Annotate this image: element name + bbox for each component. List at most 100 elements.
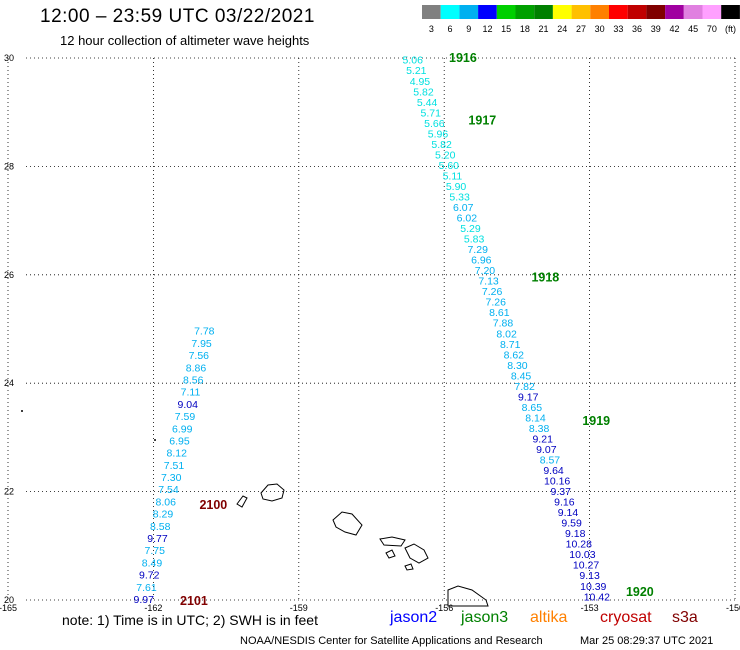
lon-tick-label: -156 [435,603,453,612]
color-scale: 3 6 9 12 15 18 21 24 27 30 33 36 39 42 45 70 (ft) [422,5,740,34]
graticule: -165 -162 -159 -156 -153 -150 20 22 24 26 28 30 [0,53,740,612]
wave-height-value: 5.44 [417,97,438,109]
wave-height-value: 9.59 [561,518,582,530]
scale-swatch [721,5,740,19]
wave-height-value: 7.26 [486,297,507,309]
wave-height-value: 7.26 [482,286,503,298]
pass-time-label: 2100 [199,498,227,512]
wave-height-value: 10.28 [566,539,592,551]
island-hawaii [447,585,489,607]
wave-height-value: 7.75 [145,545,166,557]
wave-height-value: 5.82 [431,139,452,151]
wave-height-value: 10.39 [580,581,606,593]
wave-height-value: 9.18 [565,528,586,540]
wave-height-value: 10.42 [584,591,610,603]
wave-height-value: 9.07 [536,444,557,456]
legend-cryosat: cryosat [600,609,652,626]
pass-time-label: 1920 [626,585,654,599]
wave-height-value: 9.14 [558,507,579,519]
island-maui [404,543,429,564]
scale-label: 42 [669,24,679,34]
scale-swatch [552,5,572,19]
scale-swatch [609,5,628,19]
scale-label: 30 [595,24,605,34]
wave-height-value: 7.56 [189,350,210,362]
scale-swatch [590,5,609,19]
wave-height-value: 6.95 [169,435,190,447]
hawaiian-islands [236,483,489,607]
legend-jason3: jason3 [461,609,509,626]
lat-tick-label: 22 [4,487,14,497]
units-note: note: 1) Time is in UTC; 2) SWH is in fe… [62,612,318,628]
wave-height-value: 8.86 [186,362,207,374]
scale-label: 9 [466,24,471,34]
wave-height-value: 7.11 [181,387,201,399]
wave-height-value: 7.78 [194,326,215,338]
scale-label: 39 [651,24,661,34]
wave-height-value: 9.64 [543,465,564,477]
wave-height-value: 5.21 [406,65,427,77]
scale-label: 24 [557,24,567,34]
scale-swatch [478,5,497,19]
wave-height-value: 5.06 [402,55,423,67]
wave-height-value: 7.29 [467,244,488,256]
scale-swatch [627,5,647,19]
wave-height-value: 8.06 [156,496,177,508]
wave-height-value: 8.57 [540,455,561,467]
pass-time-label: 1918 [531,271,559,285]
wave-height-value: 7.30 [161,472,182,484]
wave-height-value: 7.82 [514,381,535,393]
scale-swatch [571,5,591,19]
island-lanai [385,549,396,559]
wave-height-value: 5.66 [424,118,445,130]
lon-tick-label: -150 [726,603,740,612]
wave-height-value: 9.72 [139,570,160,582]
island-kahoolawe [404,563,414,571]
wave-height-value: 7.54 [158,484,179,496]
wave-height-value: 6.96 [471,255,492,267]
wave-height-value: 6.07 [453,202,474,214]
lat-tick-label: 20 [4,595,14,605]
wave-height-value: 8.38 [529,423,550,435]
lon-tick-label: -162 [144,603,162,612]
wave-height-value: 5.11 [443,170,463,182]
wave-height-value: 8.56 [183,374,204,386]
island-niihau [236,495,248,508]
lon-tick-label: -153 [581,603,599,612]
wave-height-value: 8.71 [500,339,521,351]
wave-height-value: 5.20 [435,149,456,161]
wave-height-value: 6.99 [172,423,193,435]
scale-swatch [459,5,479,19]
wave-height-value: 8.29 [153,509,174,521]
wave-height-value: 5.29 [460,223,481,235]
legend-jason2: jason2 [390,609,438,626]
scale-swatch [665,5,684,19]
wave-height-value: 7.88 [493,318,514,330]
wave-height-value: 8.45 [511,370,532,382]
wave-height-value: 9.97 [133,594,154,606]
lon-tick-label: -159 [290,603,308,612]
small-island-dot [154,439,156,441]
pass-time-label: 1919 [582,414,610,428]
wave-height-value: 5.71 [421,107,442,119]
wave-height-value: 5.33 [449,191,470,203]
wave-height-value: 10.03 [569,549,595,561]
chart-title: 12:00 – 23:59 UTC 03/22/2021 [40,6,315,27]
scale-label: (ft) [725,24,736,34]
scale-label: 12 [482,24,492,34]
lat-tick-label: 26 [4,270,14,280]
wave-height-value: 8.02 [496,328,517,340]
scale-label: 15 [501,24,511,34]
wave-height-value: 8.65 [522,402,543,414]
legend-altika: altika [530,609,568,626]
wave-height-value: 7.61 [136,582,157,594]
island-kauai [260,483,285,502]
scale-label: 3 [429,24,434,34]
pass-time-label: 1917 [468,113,496,127]
chart-subtitle: 12 hour collection of altimeter wave hei… [60,33,310,48]
footer-credit: NOAA/NESDIS Center for Satellite Applica… [240,635,543,647]
wave-height-value: 5.82 [413,86,434,98]
wave-height-value: 8.62 [504,349,525,361]
wave-height-value: 5.96 [428,128,449,140]
scale-swatch [422,5,441,19]
